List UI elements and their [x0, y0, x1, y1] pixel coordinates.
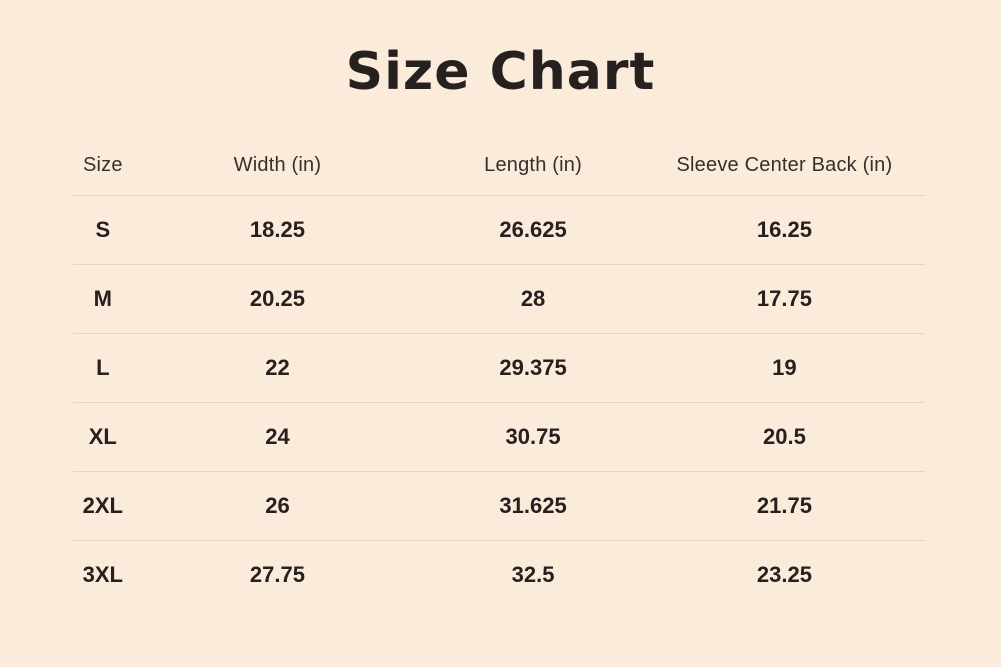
size-table: Size Width (in) Length (in) Sleeve Center B… — [73, 137, 925, 609]
measurement-value: 21.75 — [756, 492, 812, 518]
measurement-value: 18.25 — [249, 216, 305, 242]
measurement-value: 24 — [265, 423, 290, 449]
measurement-value: 16.25 — [756, 216, 812, 242]
column-header-sleeve-center-back-in: Sleeve Center Back (in) — [676, 154, 893, 177]
measurement-value: 29.375 — [499, 354, 567, 380]
measurement-value: 27.75 — [249, 561, 305, 587]
column-header-width-in: Width (in) — [233, 154, 322, 177]
measurement-value: 32.5 — [511, 561, 555, 587]
size-label: S — [95, 216, 111, 242]
size-label: 3XL — [82, 561, 123, 587]
measurement-value: 20.5 — [762, 423, 806, 449]
table-row-l: L 22 29.375 19 — [73, 333, 925, 402]
table-row-xl: XL 24 30.75 20.5 — [73, 402, 925, 471]
table-row-s: S 18.25 26.625 16.25 — [73, 195, 925, 264]
measurement-value: 22 — [265, 354, 290, 380]
table-row-2xl: 2XL 26 31.625 21.75 — [73, 471, 925, 540]
table-row-3xl: 3XL 27.75 32.5 23.25 — [73, 540, 925, 609]
measurement-value: 26 — [265, 492, 290, 518]
size-label: L — [96, 354, 110, 380]
column-header-size: Size — [82, 154, 123, 177]
size-label: M — [93, 285, 112, 311]
column-header-length-in: Length (in) — [484, 154, 582, 177]
table-row-m: M 20.25 28 17.75 — [73, 264, 925, 333]
page-title: Size Chart — [345, 42, 656, 102]
measurement-value: 28 — [520, 285, 546, 311]
measurement-value: 30.75 — [505, 423, 561, 449]
measurement-value: 20.25 — [249, 285, 305, 311]
measurement-value: 23.25 — [756, 561, 812, 587]
size-label: 2XL — [82, 492, 123, 518]
table-header-row: Size Width (in) Length (in) Sleeve Center B… — [73, 137, 925, 195]
measurement-value: 31.625 — [499, 492, 567, 518]
size-label: XL — [88, 423, 117, 449]
measurement-value: 17.75 — [756, 285, 812, 311]
measurement-value: 26.625 — [499, 216, 567, 242]
measurement-value: 19 — [772, 354, 797, 380]
